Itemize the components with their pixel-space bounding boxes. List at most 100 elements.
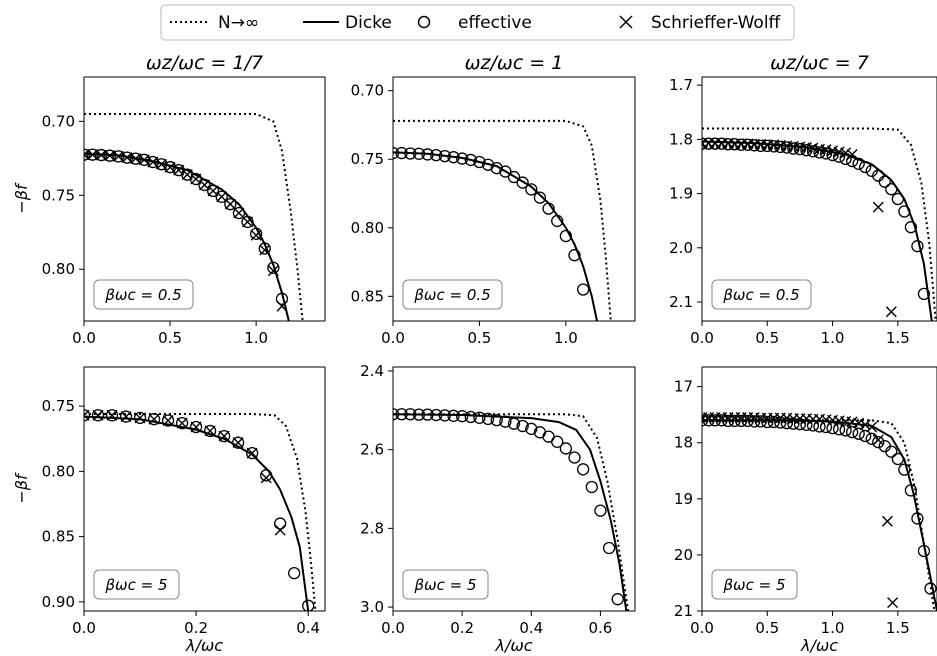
effective-point [395,146,408,160]
effective-point [105,409,119,422]
effective-point [507,417,521,430]
x-tick-label: 0.2 [450,619,474,637]
effective-point [103,149,116,162]
y-tick-label: 0.80 [42,260,75,278]
annotation-box: βωc = 5 [402,569,489,600]
annotation-text: βωc = 5 [722,576,785,594]
effective-point [412,408,426,421]
effective-point [516,176,529,189]
x-tick-label: 0.0 [72,619,96,637]
effective-point [754,415,767,428]
effective-point [198,178,211,192]
effective-point [898,205,911,218]
y-tick-label: 0.75 [351,150,384,168]
x-tick-label: 0.4 [519,619,543,637]
y-tick-label: 1.8 [669,130,693,148]
plot-area [84,409,317,611]
effective-point [813,420,826,433]
effective-point [412,147,426,160]
effective-point [525,183,538,196]
x-tick-label: 0.0 [690,329,714,347]
effective-point [91,409,105,422]
annotation-box: βωc = 5 [711,569,798,600]
legend-swatch-circle [417,15,431,29]
y-tick-label: 0.85 [42,528,75,546]
effective-point [393,408,400,421]
effective-point [576,463,590,476]
effective-point [594,504,607,517]
effective-point [438,409,452,422]
dicke-line [393,413,628,611]
schrieffer-wolff-point [233,207,245,219]
annotation-frame [402,569,489,600]
schrieffer-wolff-point [232,437,244,449]
effective-point [203,424,217,438]
schrieffer-wolff-point [872,434,884,446]
effective-point [774,416,787,429]
effective-point [602,541,616,555]
effective-point [464,153,477,167]
effective-point [421,148,434,161]
schrieffer-wolff-point [872,201,884,213]
effective-point [819,420,833,434]
y-tick-label: 2.1 [669,293,693,311]
axes-frame [701,76,937,322]
y-tick-label: 1.9 [669,185,693,203]
schrieffer-wolff-point [887,597,899,609]
effective-point [813,146,826,159]
effective-point [455,152,469,165]
thermodynamic-limit-line [393,413,630,611]
effective-point [499,415,512,428]
x-tick-label: 0.0 [381,619,405,637]
effective-point [516,419,529,433]
effective-point [611,593,624,606]
x-axis-label: λ/ωc [494,636,532,655]
x-tick-label: 1.0 [554,329,578,347]
effective-point [728,414,741,428]
y-tick-label: 0.70 [42,112,75,130]
effective-point [832,423,846,436]
y-tick-label: 3.0 [360,598,384,616]
plot-area [393,119,612,321]
schrieffer-wolff-point [148,413,160,425]
schrieffer-wolff-point [274,524,286,536]
x-tick-label: 1.5 [886,619,910,637]
y-tick-label: 19 [674,490,693,508]
effective-point [761,415,774,429]
effective-point [258,242,271,255]
schrieffer-wolff-point [840,147,852,159]
y-tick-label: 0.90 [42,593,75,611]
effective-point [568,451,581,464]
effective-point [490,413,503,427]
y-tick-label: 1.7 [669,76,693,94]
legend-entry: N→∞ [170,13,259,33]
legend-label: N→∞ [218,13,259,33]
x-tick-label: 0.0 [72,329,96,347]
y-tick-label: 17 [674,378,693,396]
effective-point [86,148,99,161]
schrieffer-wolff-point [147,156,159,168]
effective-point [911,512,924,525]
thermodynamic-limit-line [702,127,937,321]
subplot: 0.0 0.2 0.4 0.6 2.4 2.6 2.8 3.0 λ/ωc βωc = 5 [360,362,636,655]
plot-area [702,127,937,321]
effective-point [224,198,237,211]
x-tick-label: 0.5 [755,329,779,347]
schrieffer-wolff-point [250,229,262,241]
effective-point [735,414,748,428]
x-tick-label: 0.5 [158,329,182,347]
effective-point [917,287,931,301]
annotation-box: βωc = 0.5 [93,279,194,310]
effective-point [95,148,108,162]
effective-point [507,170,521,184]
effective-point [845,154,859,168]
effective-point [721,414,735,428]
y-tick-label: 2.6 [360,441,384,459]
schrieffer-wolff-point [134,412,146,424]
schrieffer-wolff-point [190,421,202,433]
effective-point [748,415,761,428]
effective-point [215,190,228,203]
schrieffer-wolff-point [246,447,258,459]
subplot-title: ωz/ωc = 7 [770,52,869,74]
